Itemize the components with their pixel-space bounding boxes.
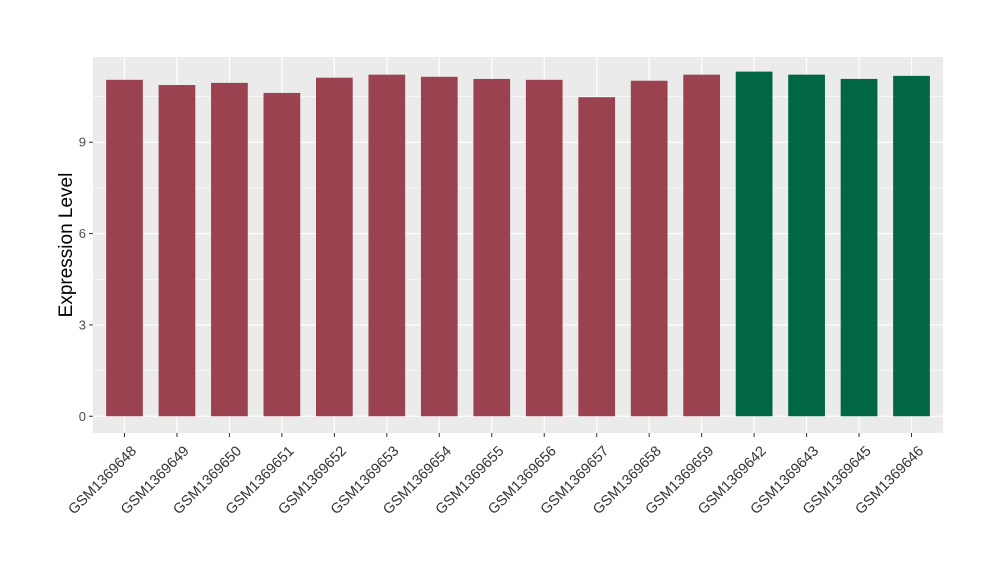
bar-GSM1369652 [315, 77, 353, 417]
bar-GSM1369645 [840, 78, 878, 417]
bar-GSM1369651 [263, 92, 301, 417]
bar-GSM1369659 [683, 74, 721, 417]
y-tick-label: 0 [79, 409, 86, 424]
bar-GSM1369642 [735, 71, 773, 417]
bar-GSM1369653 [368, 74, 406, 417]
bar-GSM1369648 [106, 79, 143, 417]
bar-GSM1369654 [420, 76, 458, 417]
bar-GSM1369650 [211, 82, 248, 417]
y-tick-label: 3 [79, 317, 86, 332]
y-axis-title: Expression Level [56, 173, 77, 318]
y-tick-label: 6 [79, 226, 86, 241]
bar-GSM1369658 [630, 80, 668, 417]
bar-GSM1369649 [158, 85, 196, 417]
bar-GSM1369657 [578, 97, 616, 417]
bar-GSM1369646 [893, 75, 930, 417]
bar-GSM1369655 [473, 78, 511, 417]
bar-GSM1369643 [788, 74, 825, 417]
y-tick-label: 9 [79, 135, 86, 150]
bars [106, 71, 930, 417]
bar-GSM1369656 [525, 79, 563, 417]
